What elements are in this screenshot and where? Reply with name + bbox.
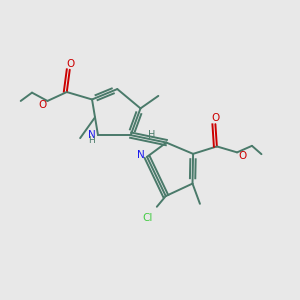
Text: O: O [211, 113, 220, 123]
Text: H: H [88, 136, 95, 145]
Text: N: N [136, 150, 144, 160]
Text: O: O [38, 100, 46, 110]
Text: O: O [66, 59, 74, 69]
Text: H: H [148, 130, 156, 140]
Text: Cl: Cl [142, 213, 152, 223]
Text: O: O [238, 151, 247, 161]
Text: N: N [88, 130, 95, 140]
